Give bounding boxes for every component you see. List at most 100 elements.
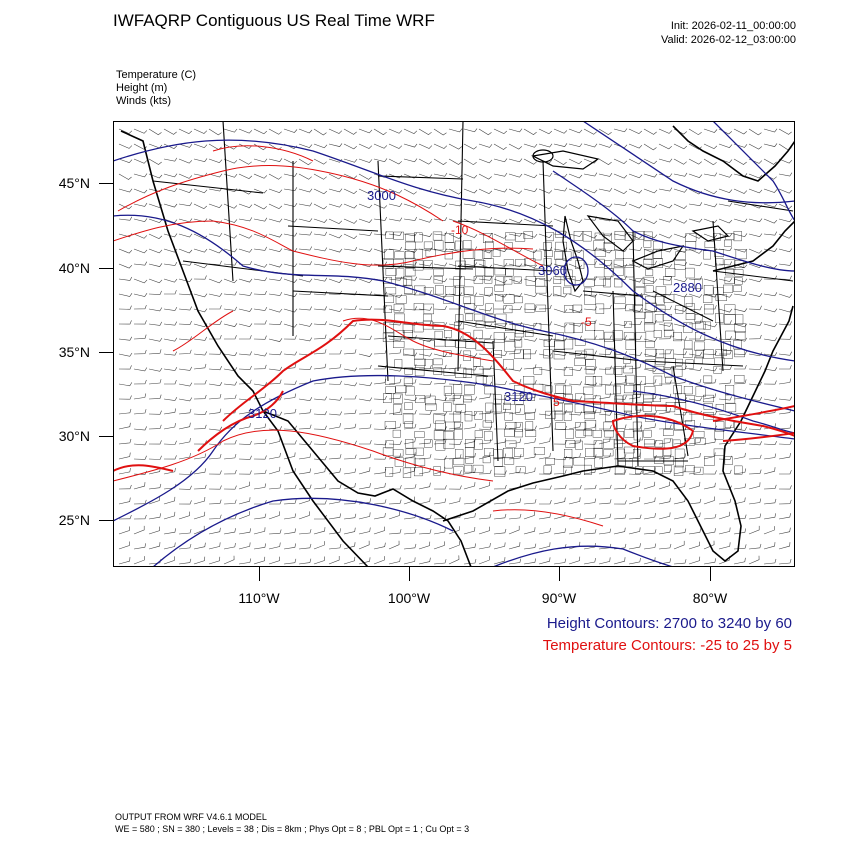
- county-cell: [564, 305, 573, 313]
- wind-barb: [523, 278, 538, 283]
- wind-barb: [718, 336, 732, 341]
- county-cell: [473, 276, 484, 284]
- county-cell: [555, 258, 566, 266]
- county-cell: [433, 430, 446, 440]
- county-cell: [603, 278, 611, 288]
- wind-barb: [148, 128, 162, 136]
- wind-barb: [358, 335, 372, 340]
- wind-barb: [328, 308, 343, 313]
- county-cell: [503, 448, 513, 459]
- wind-barb: [478, 188, 493, 195]
- wind-barb: [478, 426, 492, 431]
- county-cell: [392, 449, 404, 457]
- wind-barb: [718, 527, 731, 535]
- wind-barb: [448, 394, 462, 400]
- wind-barb: [223, 278, 238, 284]
- wind-barb: [358, 128, 373, 134]
- wind-barb: [328, 203, 343, 208]
- wind-barb: [718, 202, 733, 207]
- county-cell: [654, 305, 666, 312]
- wind-barb: [253, 364, 267, 370]
- county-cell: [465, 456, 474, 464]
- wind-barb: [658, 305, 672, 310]
- wind-barb: [538, 513, 551, 520]
- wind-barb: [178, 397, 193, 402]
- wind-barb: [343, 188, 358, 195]
- wind-barb: [583, 529, 597, 535]
- wind-barb: [208, 218, 223, 224]
- wind-barb: [373, 143, 388, 149]
- wind-barb: [703, 188, 718, 195]
- wind-barb: [778, 321, 792, 326]
- county-cell: [614, 466, 625, 475]
- lat-label-25: 25°N: [58, 512, 90, 528]
- wind-barb: [493, 172, 508, 177]
- wind-barb: [208, 556, 221, 565]
- wind-barb: [268, 484, 282, 490]
- county-cell: [385, 268, 397, 276]
- county-cell: [415, 395, 425, 403]
- wind-barb: [748, 173, 763, 179]
- wind-barb: [658, 218, 673, 223]
- wind-barb: [118, 320, 132, 325]
- county-cell: [393, 231, 404, 240]
- county-cell: [673, 465, 684, 476]
- county-cell: [675, 305, 684, 314]
- wind-barb: [328, 261, 342, 266]
- wind-barb: [778, 335, 792, 340]
- wind-barb: [598, 528, 612, 535]
- wind-barb: [733, 468, 747, 475]
- wind-barb: [433, 293, 448, 298]
- wind-barb: [403, 557, 416, 565]
- wind-barb: [718, 188, 733, 193]
- county-cell: [655, 404, 667, 411]
- wind-barb: [118, 467, 131, 475]
- wind-barb: [433, 262, 448, 267]
- wind-barb: [748, 305, 762, 310]
- wind-barb: [148, 379, 162, 385]
- wind-barb: [178, 261, 193, 266]
- county-cell: [713, 287, 724, 295]
- county-cell: [734, 349, 745, 358]
- county-cell: [395, 268, 405, 279]
- wind-barb: [598, 365, 612, 370]
- county-cell: [503, 402, 511, 410]
- wind-barb: [388, 143, 403, 149]
- wind-barb: [553, 528, 566, 535]
- wind-barb: [298, 543, 312, 550]
- wind-barb: [478, 556, 490, 565]
- county-cell: [533, 367, 543, 375]
- wind-barb: [298, 337, 313, 342]
- weather-map: 3000 3060 2880 3120 3120 -10 -5 5: [113, 121, 795, 567]
- wind-barb: [148, 188, 163, 192]
- wind-barb: [538, 437, 551, 445]
- wind-barb: [583, 143, 598, 148]
- wind-barb: [328, 173, 343, 180]
- wind-barb: [193, 453, 207, 460]
- wind-barb: [508, 498, 521, 505]
- county-cell: [495, 313, 507, 325]
- wind-barb: [583, 440, 597, 445]
- wind-barb: [508, 188, 523, 194]
- county-cell: [703, 412, 714, 420]
- wind-barb: [343, 128, 357, 135]
- county-cell: [655, 349, 665, 358]
- wind-barb: [298, 261, 312, 266]
- wind-barb: [253, 158, 268, 163]
- wind-barb: [763, 218, 778, 224]
- wind-barb: [313, 363, 327, 370]
- wind-barb: [673, 218, 688, 224]
- wind-barb: [388, 529, 402, 535]
- county-cell: [495, 276, 506, 286]
- wind-barb: [733, 426, 748, 431]
- county-cell: [563, 411, 572, 421]
- wind-barb: [238, 173, 253, 179]
- county-cell: [573, 457, 585, 466]
- wind-barb: [538, 188, 553, 194]
- county-cell: [585, 366, 595, 375]
- wind-barb: [688, 143, 702, 150]
- county-cell: [455, 449, 464, 459]
- wind-barb: [178, 349, 192, 355]
- wind-barb: [613, 218, 628, 222]
- wind-barb: [478, 365, 492, 370]
